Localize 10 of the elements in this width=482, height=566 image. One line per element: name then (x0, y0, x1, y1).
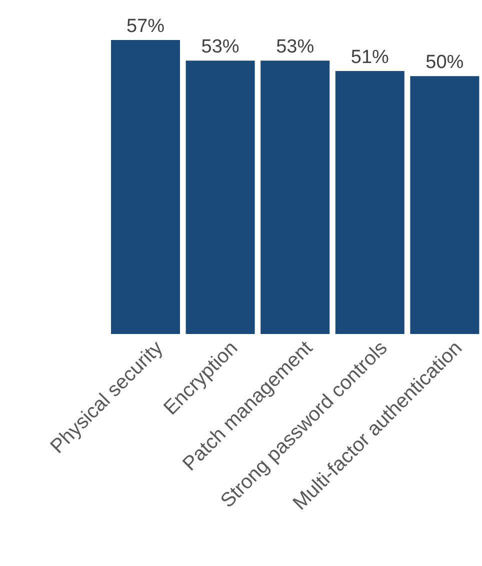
bar (110, 40, 180, 334)
bar (410, 76, 480, 334)
data-label: 51% (350, 46, 390, 68)
bar (186, 60, 255, 334)
bar (335, 70, 404, 334)
bar (260, 60, 330, 334)
data-label: 50% (426, 52, 464, 74)
data-label: 53% (276, 36, 314, 58)
data-label: 57% (126, 16, 165, 37)
data-label: 53% (201, 36, 240, 58)
